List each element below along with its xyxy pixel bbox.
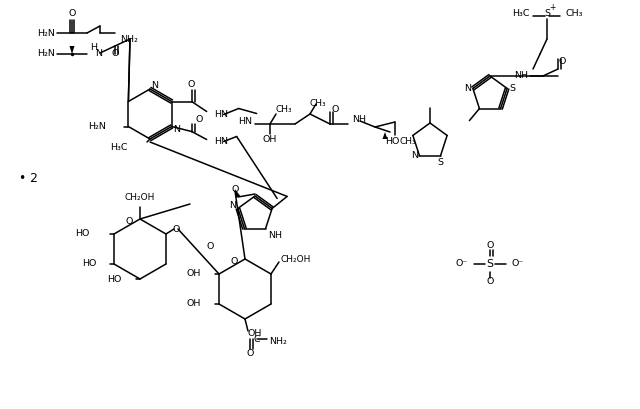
Text: NH: NH	[514, 72, 528, 81]
Text: S: S	[438, 158, 444, 167]
Text: HN: HN	[214, 110, 228, 119]
Text: O: O	[486, 241, 493, 250]
Text: HO: HO	[108, 274, 122, 283]
Text: O: O	[207, 242, 214, 251]
Text: O: O	[558, 56, 566, 65]
Text: O: O	[230, 257, 237, 266]
Text: NH₂: NH₂	[120, 36, 138, 45]
Text: H₂N: H₂N	[37, 49, 55, 58]
Text: +: +	[549, 4, 555, 13]
Text: CH₂OH: CH₂OH	[281, 254, 311, 263]
Text: N: N	[95, 49, 102, 58]
Polygon shape	[70, 46, 74, 54]
Text: O: O	[125, 217, 132, 226]
Text: O: O	[112, 49, 120, 58]
Polygon shape	[383, 132, 387, 139]
Text: N: N	[173, 125, 180, 134]
Text: • 2: • 2	[19, 173, 37, 186]
Text: C: C	[253, 335, 260, 344]
Text: OH: OH	[248, 330, 262, 339]
Text: HO: HO	[75, 229, 89, 238]
Text: CH₃: CH₃	[400, 137, 417, 146]
Polygon shape	[235, 189, 241, 198]
Text: O: O	[246, 350, 253, 359]
Text: N: N	[411, 151, 418, 160]
Text: O⁻: O⁻	[512, 259, 524, 268]
Text: O⁻: O⁻	[456, 259, 468, 268]
Text: HO: HO	[385, 137, 399, 146]
Text: N: N	[229, 201, 236, 210]
Text: O: O	[68, 9, 76, 18]
Text: OH: OH	[263, 135, 277, 144]
Text: CH₂OH: CH₂OH	[125, 193, 155, 202]
Text: NH: NH	[352, 115, 366, 124]
Text: OH: OH	[187, 299, 201, 308]
Text: HN: HN	[214, 137, 228, 146]
Text: CH₃: CH₃	[565, 9, 582, 18]
Text: H₃C: H₃C	[111, 142, 128, 151]
Text: S: S	[544, 9, 550, 18]
Text: S: S	[486, 259, 493, 269]
Text: O: O	[332, 105, 339, 114]
Text: NH₂: NH₂	[269, 337, 287, 346]
Text: O: O	[172, 225, 180, 234]
Text: O: O	[231, 184, 239, 193]
Text: CH₃: CH₃	[310, 99, 326, 108]
Text: HO: HO	[82, 259, 96, 268]
Text: S: S	[509, 84, 515, 93]
Text: O: O	[196, 115, 204, 124]
Text: O: O	[486, 277, 493, 286]
Text: H₂N: H₂N	[88, 122, 106, 131]
Text: H: H	[90, 43, 97, 52]
Text: HN: HN	[238, 117, 252, 126]
Text: OH: OH	[187, 270, 201, 279]
Text: CH₃: CH₃	[276, 105, 292, 114]
Text: NH: NH	[269, 231, 283, 240]
Text: N: N	[152, 81, 159, 90]
Text: N: N	[465, 84, 472, 93]
Text: H₂N: H₂N	[37, 29, 55, 38]
Text: H₃C: H₃C	[513, 9, 530, 18]
Text: O: O	[188, 80, 195, 89]
